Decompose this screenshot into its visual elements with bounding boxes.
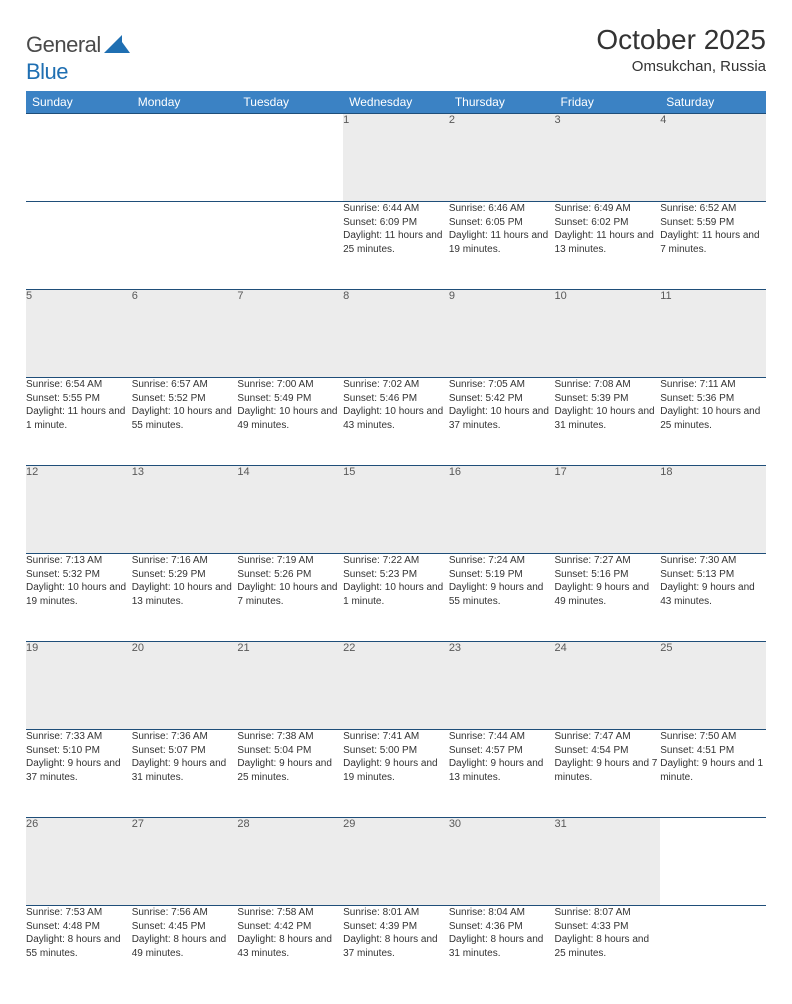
brand-logo: GeneralBlue xyxy=(26,24,130,85)
day-content-cell: Sunrise: 7:53 AMSunset: 4:48 PMDaylight:… xyxy=(26,906,132,994)
day-number-cell: 5 xyxy=(26,290,132,378)
day-content-cell: Sunrise: 7:24 AMSunset: 5:19 PMDaylight:… xyxy=(449,554,555,642)
calendar-body: 1234 Sunrise: 6:44 AMSunset: 6:09 PMDayl… xyxy=(26,114,766,994)
day-content-cell: Sunrise: 7:50 AMSunset: 4:51 PMDaylight:… xyxy=(660,730,766,818)
day-number-cell: 15 xyxy=(343,466,449,554)
title-block: October 2025 Omsukchan, Russia xyxy=(596,24,766,75)
day-number-cell: 2 xyxy=(449,114,555,202)
day-number-cell: 22 xyxy=(343,642,449,730)
day-number-cell: 27 xyxy=(132,818,238,906)
day-content-cell: Sunrise: 7:58 AMSunset: 4:42 PMDaylight:… xyxy=(237,906,343,994)
column-header: Thursday xyxy=(449,91,555,114)
day-content-cell: Sunrise: 8:04 AMSunset: 4:36 PMDaylight:… xyxy=(449,906,555,994)
day-number-cell: 21 xyxy=(237,642,343,730)
brand-text: GeneralBlue xyxy=(26,32,130,85)
header: GeneralBlue October 2025 Omsukchan, Russ… xyxy=(26,24,766,85)
day-number-cell xyxy=(26,114,132,202)
day-number-cell xyxy=(132,114,238,202)
day-number-cell: 14 xyxy=(237,466,343,554)
day-content-cell xyxy=(660,906,766,994)
day-number-cell: 28 xyxy=(237,818,343,906)
column-header: Sunday xyxy=(26,91,132,114)
day-content-cell: Sunrise: 7:41 AMSunset: 5:00 PMDaylight:… xyxy=(343,730,449,818)
calendar-head: SundayMondayTuesdayWednesdayThursdayFrid… xyxy=(26,91,766,114)
page-title: October 2025 xyxy=(596,24,766,56)
day-number-cell: 7 xyxy=(237,290,343,378)
day-content-cell: Sunrise: 7:44 AMSunset: 4:57 PMDaylight:… xyxy=(449,730,555,818)
day-number-cell: 24 xyxy=(555,642,661,730)
day-number-cell: 17 xyxy=(555,466,661,554)
day-number-cell: 12 xyxy=(26,466,132,554)
day-content-cell: Sunrise: 7:47 AMSunset: 4:54 PMDaylight:… xyxy=(555,730,661,818)
day-content-cell: Sunrise: 7:33 AMSunset: 5:10 PMDaylight:… xyxy=(26,730,132,818)
day-number-cell: 10 xyxy=(555,290,661,378)
day-content-cell: Sunrise: 7:02 AMSunset: 5:46 PMDaylight:… xyxy=(343,378,449,466)
day-number-cell: 9 xyxy=(449,290,555,378)
brand-part2: Blue xyxy=(26,59,68,84)
calendar-table: SundayMondayTuesdayWednesdayThursdayFrid… xyxy=(26,91,766,994)
day-content-cell: Sunrise: 6:54 AMSunset: 5:55 PMDaylight:… xyxy=(26,378,132,466)
day-number-cell xyxy=(237,114,343,202)
day-content-cell: Sunrise: 6:57 AMSunset: 5:52 PMDaylight:… xyxy=(132,378,238,466)
day-number-cell: 29 xyxy=(343,818,449,906)
day-content-cell: Sunrise: 7:38 AMSunset: 5:04 PMDaylight:… xyxy=(237,730,343,818)
day-content-cell: Sunrise: 7:19 AMSunset: 5:26 PMDaylight:… xyxy=(237,554,343,642)
day-number-cell: 31 xyxy=(555,818,661,906)
day-number-cell: 8 xyxy=(343,290,449,378)
day-number-cell: 11 xyxy=(660,290,766,378)
column-header: Tuesday xyxy=(237,91,343,114)
day-content-cell: Sunrise: 6:46 AMSunset: 6:05 PMDaylight:… xyxy=(449,202,555,290)
day-content-cell: Sunrise: 8:01 AMSunset: 4:39 PMDaylight:… xyxy=(343,906,449,994)
day-number-cell: 1 xyxy=(343,114,449,202)
day-number-cell: 30 xyxy=(449,818,555,906)
day-number-cell: 3 xyxy=(555,114,661,202)
day-content-cell: Sunrise: 7:08 AMSunset: 5:39 PMDaylight:… xyxy=(555,378,661,466)
day-content-cell: Sunrise: 7:05 AMSunset: 5:42 PMDaylight:… xyxy=(449,378,555,466)
day-content-cell xyxy=(237,202,343,290)
day-content-cell: Sunrise: 7:22 AMSunset: 5:23 PMDaylight:… xyxy=(343,554,449,642)
column-header: Saturday xyxy=(660,91,766,114)
day-content-cell: Sunrise: 7:30 AMSunset: 5:13 PMDaylight:… xyxy=(660,554,766,642)
column-header: Friday xyxy=(555,91,661,114)
day-content-cell xyxy=(132,202,238,290)
day-number-cell: 13 xyxy=(132,466,238,554)
day-content-cell: Sunrise: 7:36 AMSunset: 5:07 PMDaylight:… xyxy=(132,730,238,818)
day-number-cell xyxy=(660,818,766,906)
day-content-cell: Sunrise: 7:16 AMSunset: 5:29 PMDaylight:… xyxy=(132,554,238,642)
day-content-cell: Sunrise: 7:11 AMSunset: 5:36 PMDaylight:… xyxy=(660,378,766,466)
day-content-cell: Sunrise: 7:27 AMSunset: 5:16 PMDaylight:… xyxy=(555,554,661,642)
column-header: Wednesday xyxy=(343,91,449,114)
day-content-cell: Sunrise: 6:44 AMSunset: 6:09 PMDaylight:… xyxy=(343,202,449,290)
day-number-cell: 4 xyxy=(660,114,766,202)
day-content-cell: Sunrise: 8:07 AMSunset: 4:33 PMDaylight:… xyxy=(555,906,661,994)
day-content-cell: Sunrise: 7:00 AMSunset: 5:49 PMDaylight:… xyxy=(237,378,343,466)
column-header: Monday xyxy=(132,91,238,114)
day-number-cell: 20 xyxy=(132,642,238,730)
day-content-cell: Sunrise: 6:49 AMSunset: 6:02 PMDaylight:… xyxy=(555,202,661,290)
location-subtitle: Omsukchan, Russia xyxy=(596,58,766,75)
day-content-cell: Sunrise: 7:56 AMSunset: 4:45 PMDaylight:… xyxy=(132,906,238,994)
day-number-cell: 6 xyxy=(132,290,238,378)
day-number-cell: 25 xyxy=(660,642,766,730)
brand-part1: General xyxy=(26,32,101,57)
day-number-cell: 18 xyxy=(660,466,766,554)
day-content-cell: Sunrise: 6:52 AMSunset: 5:59 PMDaylight:… xyxy=(660,202,766,290)
day-number-cell: 16 xyxy=(449,466,555,554)
day-number-cell: 26 xyxy=(26,818,132,906)
day-number-cell: 23 xyxy=(449,642,555,730)
day-content-cell: Sunrise: 7:13 AMSunset: 5:32 PMDaylight:… xyxy=(26,554,132,642)
logo-shape-icon xyxy=(104,33,130,59)
day-content-cell xyxy=(26,202,132,290)
day-number-cell: 19 xyxy=(26,642,132,730)
